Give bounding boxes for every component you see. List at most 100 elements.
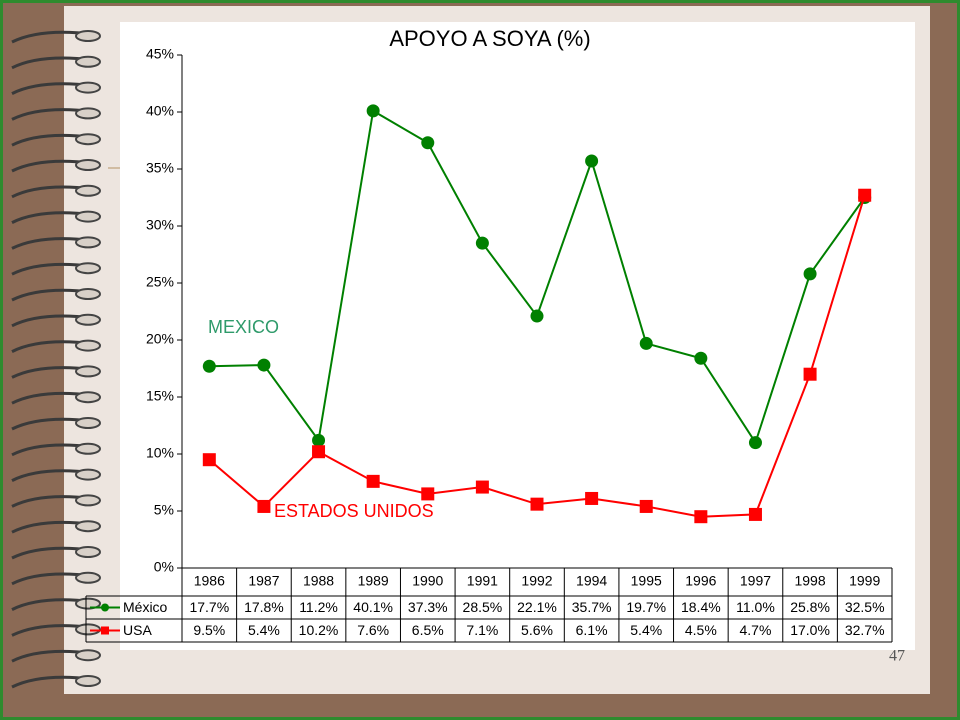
- value-label: 5.6%: [521, 622, 553, 638]
- y-tick-label: 15%: [146, 388, 174, 404]
- spiral-hole: [75, 159, 101, 171]
- value-label: 17.0%: [790, 622, 830, 638]
- value-label: 32.5%: [845, 599, 885, 615]
- value-label: 11.2%: [299, 599, 338, 615]
- point: [202, 359, 216, 373]
- legend-marker: [101, 626, 109, 635]
- spiral-hole: [75, 546, 101, 558]
- value-label: 37.3%: [408, 599, 448, 615]
- value-label: 35.7%: [572, 599, 612, 615]
- y-tick-label: 25%: [146, 274, 174, 290]
- point: [530, 497, 544, 511]
- value-label: 32.7%: [845, 622, 885, 638]
- spiral-hole: [75, 107, 101, 120]
- value-label: 4.7%: [740, 622, 772, 638]
- value-label: 17.7%: [189, 599, 229, 615]
- value-label: 40.1%: [353, 599, 393, 615]
- point: [694, 351, 708, 365]
- spiral-hole: [75, 210, 101, 223]
- y-tick-label: 0%: [154, 559, 174, 575]
- value-label: 6.1%: [576, 622, 608, 638]
- point: [257, 358, 271, 372]
- x-tick-label: 1991: [467, 573, 498, 589]
- spiral-hole: [75, 30, 101, 42]
- point: [257, 499, 271, 513]
- spiral-hole: [75, 288, 101, 300]
- legend-label: USA: [123, 622, 152, 638]
- point: [366, 474, 380, 488]
- x-tick-label: 1997: [740, 573, 771, 589]
- spiral-hole: [75, 365, 101, 378]
- value-label: 28.5%: [463, 599, 503, 615]
- point: [421, 487, 435, 501]
- spiral-hole: [75, 236, 101, 249]
- x-tick-label: 1986: [194, 573, 225, 589]
- x-tick-label: 1987: [248, 573, 279, 589]
- page-number: 47: [889, 648, 905, 665]
- y-tick-label: 5%: [154, 502, 174, 518]
- x-tick-label: 1990: [412, 573, 443, 589]
- y-tick-label: 20%: [146, 331, 174, 347]
- y-tick-label: 45%: [146, 46, 174, 62]
- point: [475, 236, 489, 250]
- y-tick-label: 40%: [146, 103, 174, 119]
- value-label: 17.8%: [244, 599, 284, 615]
- point: [639, 499, 653, 513]
- spiral-hole: [75, 442, 101, 455]
- point: [748, 436, 762, 450]
- spiral-hole: [75, 520, 101, 533]
- value-label: 7.6%: [357, 622, 389, 638]
- point: [312, 433, 326, 447]
- y-tick-label: 30%: [146, 217, 174, 233]
- point: [202, 453, 216, 467]
- spiral-hole: [75, 133, 101, 146]
- point: [803, 367, 817, 381]
- x-tick-label: 1998: [794, 573, 825, 589]
- spiral-hole: [75, 623, 101, 636]
- point: [585, 154, 599, 168]
- value-label: 11.0%: [736, 599, 775, 615]
- point: [585, 491, 599, 505]
- value-label: 25.8%: [790, 599, 830, 615]
- spiral-hole: [75, 339, 101, 352]
- x-tick-label: 1988: [303, 573, 334, 589]
- value-label: 5.4%: [248, 622, 280, 638]
- value-label: 10.2%: [299, 622, 339, 638]
- point: [421, 136, 435, 150]
- x-tick-label: 1995: [631, 573, 662, 589]
- spiral-hole: [75, 391, 101, 404]
- spiral-hole: [75, 675, 101, 687]
- value-label: 18.4%: [681, 599, 721, 615]
- point: [639, 336, 653, 350]
- x-tick-label: 1992: [521, 573, 552, 589]
- x-tick-label: 1999: [849, 573, 880, 589]
- value-label: 6.5%: [412, 622, 444, 638]
- chart-area: [120, 22, 915, 650]
- spiral-hole: [75, 597, 101, 610]
- spiral-hole: [75, 313, 101, 326]
- point: [694, 510, 708, 524]
- spiral-hole: [75, 571, 101, 584]
- point: [858, 188, 872, 202]
- x-tick-label: 1996: [685, 573, 716, 589]
- value-label: 5.4%: [630, 622, 662, 638]
- legend-marker: [101, 603, 109, 612]
- spiral-hole: [75, 417, 101, 429]
- spiral-hole: [75, 649, 101, 662]
- x-tick-label: 1994: [576, 573, 607, 589]
- spiral-hole: [75, 184, 101, 197]
- point: [748, 507, 762, 521]
- annotation: MEXICO: [208, 317, 279, 337]
- value-label: 19.7%: [626, 599, 666, 615]
- point: [312, 445, 326, 459]
- annotation: ESTADOS UNIDOS: [274, 501, 434, 521]
- point: [475, 480, 489, 494]
- x-tick-label: 1989: [358, 573, 389, 589]
- spiral-hole: [75, 81, 101, 94]
- y-tick-label: 10%: [146, 445, 174, 461]
- point: [366, 104, 380, 118]
- point: [803, 267, 817, 281]
- value-label: 9.5%: [193, 622, 225, 638]
